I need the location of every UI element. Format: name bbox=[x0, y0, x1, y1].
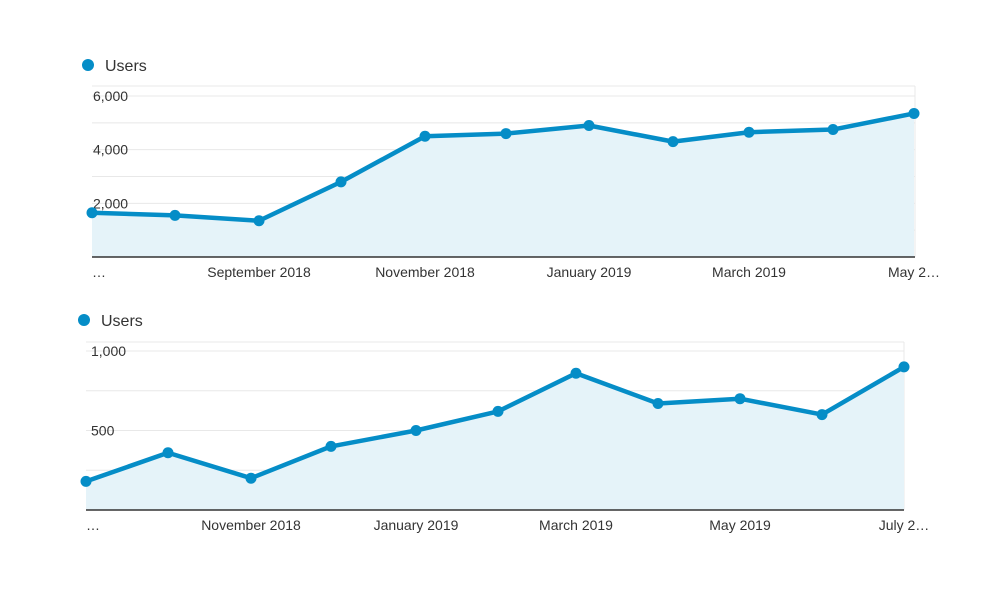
legend-label: Users bbox=[105, 58, 147, 75]
data-point[interactable] bbox=[816, 409, 828, 421]
users-area bbox=[92, 113, 914, 257]
legend[interactable]: Users bbox=[82, 58, 147, 75]
x-tick-label: March 2019 bbox=[712, 264, 786, 280]
chart-1: 2,000 4,000 6,000 … September 2018 November 2… bbox=[82, 58, 940, 280]
data-point[interactable] bbox=[410, 425, 422, 436]
data-point[interactable] bbox=[908, 107, 920, 119]
chart-2: 500 1,000 … November 2018 January 2019 March … bbox=[78, 313, 929, 533]
x-tick-label: March 2019 bbox=[539, 517, 613, 533]
x-tick-label: May 2… bbox=[888, 264, 940, 280]
x-tick-label: November 2018 bbox=[375, 264, 475, 280]
data-point[interactable] bbox=[652, 397, 664, 409]
data-point[interactable] bbox=[500, 128, 512, 140]
legend-marker-icon bbox=[78, 314, 90, 326]
legend[interactable]: Users bbox=[78, 313, 143, 330]
data-point[interactable] bbox=[827, 124, 839, 136]
data-point[interactable] bbox=[245, 472, 257, 484]
data-point[interactable] bbox=[743, 126, 755, 138]
data-point[interactable] bbox=[898, 361, 910, 373]
data-point[interactable] bbox=[80, 475, 92, 487]
x-tick-label: May 2019 bbox=[709, 517, 771, 533]
x-tick-label: January 2019 bbox=[374, 517, 459, 533]
y-tick-label: 4,000 bbox=[93, 142, 128, 158]
y-tick-label: 2,000 bbox=[93, 195, 128, 211]
data-point[interactable] bbox=[667, 136, 679, 148]
y-tick-label: 500 bbox=[91, 423, 115, 439]
x-tick-label: July 2… bbox=[879, 517, 930, 533]
x-tick-label: … bbox=[92, 264, 106, 280]
x-tick-label: November 2018 bbox=[201, 517, 301, 533]
data-point[interactable] bbox=[162, 447, 174, 459]
data-point[interactable] bbox=[169, 209, 181, 221]
data-point[interactable] bbox=[570, 367, 582, 379]
data-point[interactable] bbox=[419, 130, 431, 142]
data-point[interactable] bbox=[253, 215, 265, 227]
x-tick-label: September 2018 bbox=[207, 264, 311, 280]
x-tick-label: … bbox=[86, 517, 100, 533]
data-point[interactable] bbox=[335, 176, 347, 188]
legend-marker-icon bbox=[82, 59, 94, 71]
x-tick-label: January 2019 bbox=[547, 264, 632, 280]
data-point[interactable] bbox=[492, 405, 504, 417]
y-tick-label: 1,000 bbox=[91, 343, 126, 359]
data-point[interactable] bbox=[325, 440, 337, 452]
users-area bbox=[86, 366, 904, 510]
data-point[interactable] bbox=[583, 120, 595, 132]
data-point[interactable] bbox=[734, 393, 746, 405]
data-point[interactable] bbox=[86, 207, 98, 219]
legend-label: Users bbox=[101, 313, 143, 330]
y-tick-label: 6,000 bbox=[93, 88, 128, 104]
